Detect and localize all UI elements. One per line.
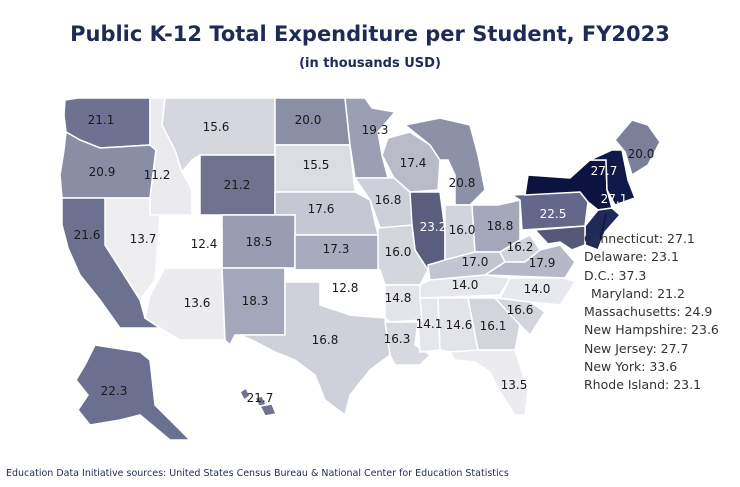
label-or: 20.9: [89, 165, 116, 179]
state-wi: [381, 131, 441, 193]
label-mo: 16.0: [385, 245, 412, 259]
label-nv: 13.7: [130, 232, 157, 246]
label-ar: 14.8: [385, 291, 412, 305]
label-va: 17.9: [529, 256, 556, 270]
label-ia: 16.8: [375, 193, 402, 207]
label-mn: 19.3: [362, 123, 389, 137]
label-oh: 18.8: [487, 219, 514, 233]
label-la: 16.3: [384, 332, 411, 346]
label-sc: 16.6: [507, 303, 534, 317]
label-al: 14.6: [446, 318, 473, 332]
label-wy: 21.2: [224, 178, 251, 192]
ne-item-ri: Rhode Island: 23.1: [584, 377, 702, 393]
label-vt: 27.7: [591, 164, 618, 178]
ne-item-ny: New York: 33.6: [584, 359, 678, 375]
state-sc: [493, 297, 547, 337]
label-ca: 21.6: [74, 228, 101, 242]
label-nd: 20.0: [295, 113, 322, 127]
state-mn: [344, 97, 397, 179]
label-ny: 27.1: [601, 192, 628, 206]
ne-item-dc: D.C.: 37.3: [584, 267, 647, 283]
label-ne: 17.6: [308, 202, 335, 216]
label-ms: 14.1: [416, 317, 443, 331]
state-ca: [61, 197, 163, 329]
label-tn: 14.0: [452, 278, 479, 292]
state-fl: [448, 349, 529, 416]
map-subtitle: (in thousands USD): [299, 56, 441, 71]
label-ga: 16.1: [480, 319, 507, 333]
state-vt: [589, 149, 636, 206]
northeast-values: Connecticut: 27.1 Delaware: 23.1 D.C.: 3…: [584, 230, 734, 395]
ne-item-nh: New Hampshire: 23.6: [584, 322, 719, 338]
label-ky: 17.0: [462, 255, 489, 269]
label-pa: 22.5: [540, 207, 567, 221]
state-ar: [384, 284, 423, 323]
map-title: Public K-12 Total Expenditure per Studen…: [70, 22, 670, 46]
label-tx: 16.8: [312, 333, 339, 347]
ne-item-de: Delaware: 23.1: [584, 249, 679, 265]
ne-item-ma: Massachusetts: 24.9: [584, 304, 713, 320]
state-me: [614, 119, 661, 177]
ne-item-ct: Connecticut: 27.1: [584, 231, 695, 246]
label-nc: 14.0: [524, 282, 551, 296]
state-hi: [239, 386, 251, 402]
label-mt: 15.6: [203, 120, 230, 134]
label-fl: 13.5: [501, 378, 528, 392]
state-nm: [221, 267, 286, 347]
leader-line: [599, 213, 607, 241]
state-va: [482, 244, 576, 279]
label-wi: 17.4: [400, 156, 427, 170]
label-wa: 21.1: [88, 113, 115, 127]
ne-item-nj: New Jersey: 27.7: [584, 340, 689, 356]
state-md: [533, 225, 586, 251]
label-ut: 12.4: [191, 237, 218, 251]
label-me: 20.0: [628, 147, 655, 161]
label-az: 13.6: [184, 296, 211, 310]
label-ak: 22.3: [101, 384, 128, 398]
label-nm: 18.3: [242, 294, 269, 308]
label-ok: 12.8: [332, 281, 359, 295]
label-in: 16.0: [449, 223, 476, 237]
source-note: Education Data Initiative sources: Unite…: [6, 468, 509, 479]
label-mi: 20.8: [449, 176, 476, 190]
label-sd: 15.5: [303, 158, 330, 172]
state-ak: [75, 344, 192, 441]
state-la: [384, 321, 432, 366]
label-il: 23.2: [420, 220, 447, 234]
label-co: 18.5: [246, 235, 273, 249]
state-tx: [239, 281, 391, 417]
label-wv: 16.2: [507, 240, 534, 254]
label-hi: 21.7: [247, 391, 274, 405]
label-id: 11.2: [144, 168, 171, 182]
label-ks: 17.3: [323, 242, 350, 256]
state-hi-3: [258, 403, 278, 417]
ne-item-md: Maryland: 21.2: [591, 285, 685, 301]
